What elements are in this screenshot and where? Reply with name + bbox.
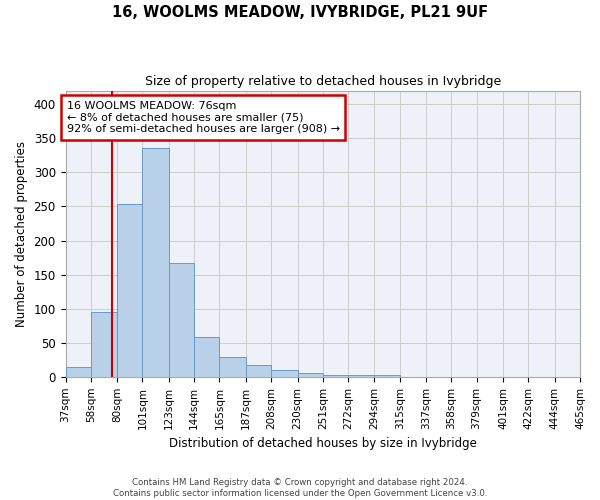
X-axis label: Distribution of detached houses by size in Ivybridge: Distribution of detached houses by size …	[169, 437, 477, 450]
Bar	[142, 148, 169, 377]
Text: 16 WOOLMS MEADOW: 76sqm
← 8% of detached houses are smaller (75)
92% of semi-det: 16 WOOLMS MEADOW: 76sqm ← 8% of detached…	[67, 101, 340, 134]
Bar	[323, 375, 348, 377]
Bar	[117, 204, 142, 377]
Bar	[169, 263, 194, 377]
Bar	[194, 338, 220, 377]
Bar	[65, 366, 91, 377]
Title: Size of property relative to detached houses in Ivybridge: Size of property relative to detached ho…	[145, 75, 501, 88]
Bar	[374, 375, 400, 377]
Bar	[298, 374, 323, 377]
Text: Contains HM Land Registry data © Crown copyright and database right 2024.
Contai: Contains HM Land Registry data © Crown c…	[113, 478, 487, 498]
Bar	[220, 357, 246, 377]
Bar	[91, 312, 117, 377]
Bar	[246, 365, 271, 377]
Bar	[348, 376, 374, 377]
Y-axis label: Number of detached properties: Number of detached properties	[15, 140, 28, 326]
Text: 16, WOOLMS MEADOW, IVYBRIDGE, PL21 9UF: 16, WOOLMS MEADOW, IVYBRIDGE, PL21 9UF	[112, 5, 488, 20]
Bar	[271, 370, 298, 377]
